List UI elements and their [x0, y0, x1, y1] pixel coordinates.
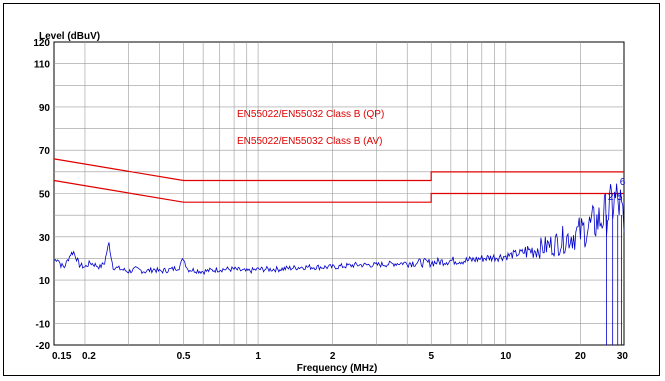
- limit-lines: [53, 158, 624, 203]
- x-tick-label: 5: [428, 351, 434, 362]
- x-tick-label: 1: [255, 351, 261, 362]
- legend-qp: EN55022/EN55032 Class B (QP): [237, 109, 384, 120]
- y-tick-label: 120: [33, 38, 50, 49]
- y-tick-label: 10: [39, 276, 51, 287]
- chart-frame: 120 110 90 70 50 30 10 -10 -20 0.15 0.2 0.5 1 2 5 10 20…: [3, 3, 660, 376]
- y-tick-label: 50: [39, 190, 51, 201]
- limit-line-av: [53, 179, 624, 203]
- y-axis-ticks: 120 110 90 70 50 30 10 -10 -20: [33, 38, 50, 352]
- y-tick-label: -10: [36, 319, 51, 330]
- y-tick-label: 90: [39, 103, 51, 114]
- peak-marker-label: 2: [608, 192, 614, 203]
- x-tick-label: 10: [500, 351, 512, 362]
- y-tick-label: 70: [39, 146, 51, 157]
- measurement-series: [53, 183, 625, 345]
- x-tick-label: 20: [575, 351, 587, 362]
- legend-av: EN55022/EN55032 Class B (AV): [237, 136, 382, 147]
- peak-markers: 62 5: [608, 177, 626, 203]
- x-tick-label: 0.2: [82, 351, 96, 362]
- y-tick-label: 110: [34, 60, 51, 71]
- peak-marker-label: 5: [617, 192, 623, 203]
- limit-line-qp: [53, 158, 624, 182]
- x-tick-label: 2: [330, 351, 336, 362]
- measurement-trace: [53, 183, 625, 276]
- peak-marker-label: 6: [620, 177, 626, 188]
- y-tick-label: -20: [36, 341, 51, 352]
- y-tick-label: 30: [39, 233, 51, 244]
- x-axis-ticks: 0.15 0.2 0.5 1 2 5 10 20 30: [52, 351, 628, 362]
- x-tick-label: 30: [617, 351, 629, 362]
- x-tick-label: 0.5: [177, 351, 191, 362]
- x-axis-title: Frequency (MHz): [297, 363, 378, 374]
- y-axis-title: Level (dBuV): [39, 31, 100, 42]
- x-tick-label: 0.15: [52, 351, 72, 362]
